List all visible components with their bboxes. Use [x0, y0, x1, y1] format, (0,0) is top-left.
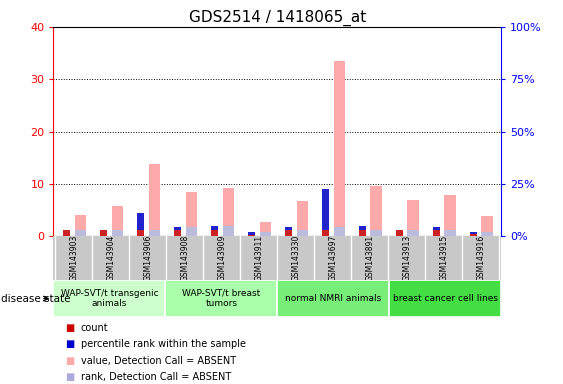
Text: ■: ■: [65, 339, 74, 349]
Text: normal NMRI animals: normal NMRI animals: [285, 294, 381, 303]
Bar: [444, 230, 456, 236]
Text: GSM143909: GSM143909: [217, 235, 226, 281]
Bar: [333, 227, 345, 236]
Bar: [248, 232, 254, 236]
Bar: [285, 230, 292, 236]
Text: GDS2514 / 1418065_at: GDS2514 / 1418065_at: [189, 10, 366, 26]
Bar: [186, 227, 198, 236]
Text: rank, Detection Call = ABSENT: rank, Detection Call = ABSENT: [81, 372, 231, 382]
Text: ■: ■: [65, 323, 74, 333]
Bar: [297, 200, 309, 236]
Text: count: count: [81, 323, 108, 333]
Bar: [433, 230, 440, 236]
Text: ■: ■: [65, 372, 74, 382]
Bar: [186, 192, 198, 236]
Bar: [149, 164, 160, 236]
Bar: [166, 280, 277, 317]
Bar: [389, 280, 501, 317]
Bar: [100, 230, 107, 236]
Bar: [359, 226, 366, 236]
Bar: [481, 232, 493, 236]
Bar: [260, 222, 271, 236]
Bar: [444, 195, 456, 236]
Text: GSM143908: GSM143908: [180, 235, 189, 281]
Bar: [370, 230, 382, 236]
Bar: [100, 230, 107, 236]
Text: GSM143913: GSM143913: [402, 235, 411, 281]
Bar: [63, 230, 70, 236]
Bar: [174, 227, 181, 236]
Bar: [74, 230, 86, 236]
Bar: [260, 232, 271, 236]
Bar: [481, 216, 493, 236]
Bar: [370, 187, 382, 236]
Text: breast cancer cell lines: breast cancer cell lines: [392, 294, 498, 303]
Bar: [53, 280, 166, 317]
Bar: [297, 230, 309, 236]
Bar: [63, 230, 70, 236]
Text: GSM143911: GSM143911: [254, 235, 263, 281]
Text: GSM143916: GSM143916: [476, 235, 485, 281]
Bar: [111, 206, 123, 236]
Bar: [470, 233, 477, 236]
Bar: [408, 230, 419, 236]
Bar: [322, 189, 329, 236]
Bar: [211, 226, 218, 236]
Bar: [396, 230, 403, 236]
Bar: [470, 232, 477, 236]
Bar: [277, 280, 389, 317]
Text: percentile rank within the sample: percentile rank within the sample: [81, 339, 245, 349]
Bar: [174, 230, 181, 236]
Bar: [74, 215, 86, 236]
Text: disease state: disease state: [1, 293, 70, 304]
Text: ■: ■: [65, 356, 74, 366]
Bar: [222, 226, 234, 236]
Text: GSM143904: GSM143904: [106, 235, 115, 281]
Bar: [211, 230, 218, 236]
Bar: [408, 200, 419, 236]
Text: value, Detection Call = ABSENT: value, Detection Call = ABSENT: [81, 356, 236, 366]
Text: GSM143915: GSM143915: [439, 235, 448, 281]
Text: GSM143330: GSM143330: [291, 235, 300, 281]
Text: WAP-SVT/t breast
tumors: WAP-SVT/t breast tumors: [182, 289, 261, 308]
Bar: [322, 230, 329, 236]
Text: GSM143697: GSM143697: [328, 235, 337, 281]
Text: WAP-SVT/t transgenic
animals: WAP-SVT/t transgenic animals: [61, 289, 158, 308]
Text: GSM143903: GSM143903: [69, 235, 78, 281]
Text: GSM143906: GSM143906: [144, 235, 153, 281]
Bar: [285, 227, 292, 236]
Bar: [433, 227, 440, 236]
Text: GSM143891: GSM143891: [365, 235, 374, 281]
Bar: [359, 230, 366, 236]
Bar: [222, 188, 234, 236]
Bar: [137, 230, 144, 236]
Bar: [396, 230, 403, 236]
Bar: [333, 61, 345, 236]
Bar: [149, 230, 160, 236]
Bar: [248, 235, 254, 236]
Bar: [111, 230, 123, 236]
Bar: [137, 213, 144, 236]
